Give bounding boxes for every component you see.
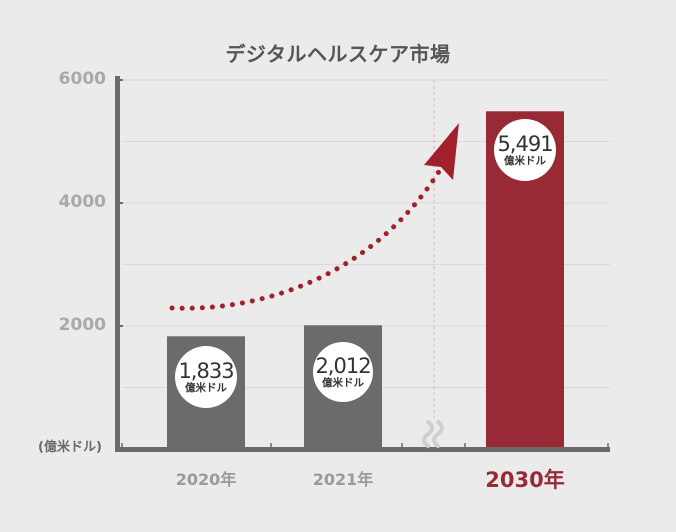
data-label-badge: 5,491 億米ドル bbox=[494, 119, 556, 181]
chart-title: デジタルヘルスケア市場 bbox=[225, 42, 451, 66]
y-tick-label: 6000 bbox=[58, 69, 106, 89]
data-label-unit: 億米ドル bbox=[504, 154, 546, 167]
data-label-value: 2,012 bbox=[315, 353, 371, 378]
trend-arrow-head bbox=[424, 123, 459, 180]
data-label-value: 1,833 bbox=[178, 358, 234, 383]
y-tick-label: 4000 bbox=[58, 192, 106, 212]
data-label-badge: 1,833 億米ドル bbox=[175, 346, 237, 408]
x-tick-label: 2030年 bbox=[485, 468, 565, 492]
y-tick-label: 2000 bbox=[58, 315, 106, 335]
axis-break-wave-2 bbox=[432, 420, 444, 448]
data-label-unit: 億米ドル bbox=[322, 376, 364, 389]
x-tick-label: 2020年 bbox=[175, 470, 237, 489]
data-label-value: 5,491 bbox=[497, 131, 553, 156]
trend-arrow-dots bbox=[169, 162, 446, 311]
data-label-unit: 億米ドル bbox=[185, 381, 227, 394]
y-unit-label: (億米ドル) bbox=[38, 440, 102, 455]
x-axis-line bbox=[115, 447, 610, 452]
axis-break-wave-1 bbox=[422, 420, 434, 448]
x-tick-label: 2021年 bbox=[312, 470, 374, 489]
y-axis-line bbox=[115, 76, 120, 451]
data-label-badge: 2,012 億米ドル bbox=[313, 342, 373, 402]
